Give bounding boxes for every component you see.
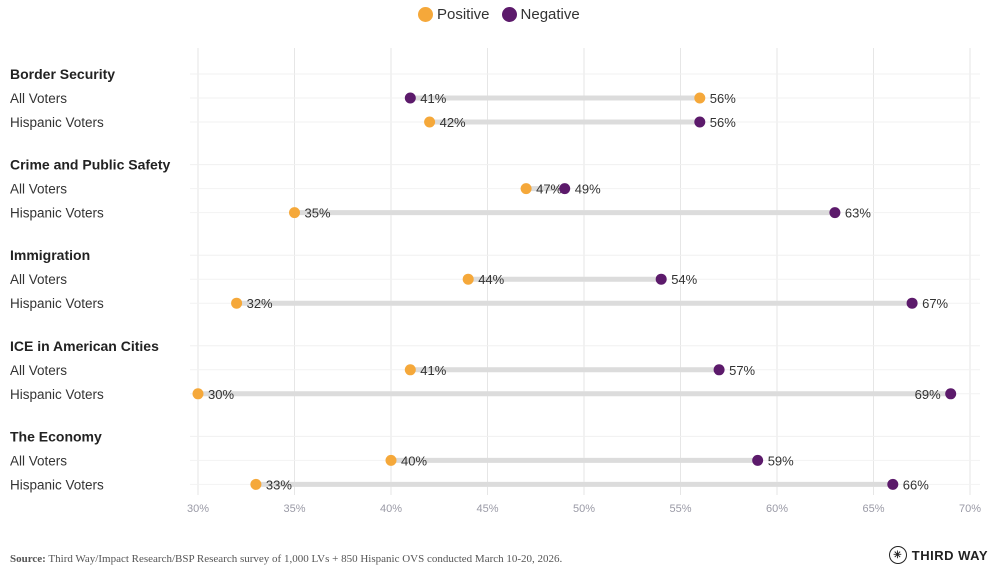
point-positive bbox=[250, 478, 262, 490]
row-label: Hispanic Voters bbox=[10, 296, 104, 311]
point-negative bbox=[559, 183, 571, 195]
point-negative bbox=[404, 92, 416, 104]
value-label-positive: 56% bbox=[710, 91, 736, 106]
x-tick-label: 65% bbox=[862, 503, 884, 515]
value-label-positive: 42% bbox=[440, 115, 466, 130]
value-label-negative: 41% bbox=[420, 91, 446, 106]
row-label: All Voters bbox=[10, 91, 67, 106]
value-label-negative: 57% bbox=[729, 363, 755, 378]
value-label-positive: 40% bbox=[401, 453, 427, 468]
value-label-negative: 54% bbox=[671, 272, 697, 287]
legend-swatch-negative bbox=[501, 7, 517, 22]
source-text: Third Way/Impact Research/BSP Research s… bbox=[48, 553, 563, 565]
chart-legend: Positive Negative bbox=[418, 6, 586, 23]
point-negative bbox=[655, 273, 667, 285]
value-label-positive: 47% bbox=[536, 182, 562, 197]
group-title: Immigration bbox=[10, 247, 90, 263]
value-label-negative: 67% bbox=[922, 296, 948, 311]
value-label-positive: 41% bbox=[420, 363, 446, 378]
row-label: All Voters bbox=[10, 363, 67, 378]
legend-label-negative: Negative bbox=[520, 6, 580, 23]
legend-swatch-positive bbox=[418, 7, 433, 22]
legend-item-positive: Positive bbox=[418, 6, 490, 23]
point-negative bbox=[829, 207, 841, 219]
legend-label-positive: Positive bbox=[437, 6, 490, 23]
value-label-positive: 35% bbox=[305, 206, 331, 221]
value-label-positive: 33% bbox=[266, 477, 292, 492]
x-tick-label: 30% bbox=[187, 503, 209, 515]
x-tick-label: 60% bbox=[766, 503, 788, 515]
point-positive bbox=[462, 273, 474, 285]
value-label-positive: 30% bbox=[208, 387, 234, 402]
point-negative bbox=[713, 364, 725, 376]
point-positive bbox=[289, 207, 300, 219]
value-label-negative: 59% bbox=[768, 453, 794, 468]
point-negative bbox=[945, 388, 957, 400]
value-label-negative: 66% bbox=[903, 477, 929, 492]
brand-logo: ✳ THIRD WAY bbox=[888, 546, 988, 564]
compass-icon: ✳ bbox=[888, 546, 907, 564]
row-label: Hispanic Voters bbox=[10, 206, 104, 221]
point-positive bbox=[192, 388, 204, 400]
x-tick-label: 35% bbox=[283, 503, 305, 515]
row-label: Hispanic Voters bbox=[10, 115, 104, 130]
point-positive bbox=[385, 454, 397, 466]
x-tick-label: 50% bbox=[573, 503, 595, 515]
x-tick-label: 55% bbox=[669, 503, 691, 515]
value-label-negative: 56% bbox=[710, 115, 736, 130]
x-tick-label: 45% bbox=[476, 503, 498, 515]
point-negative bbox=[887, 478, 899, 490]
value-label-negative: 69% bbox=[915, 387, 941, 402]
source-prefix: Source: bbox=[10, 553, 46, 565]
x-tick-label: 70% bbox=[959, 503, 981, 515]
point-positive bbox=[404, 364, 416, 376]
source-note: Source: Third Way/Impact Research/BSP Re… bbox=[10, 553, 562, 565]
group-title: Crime and Public Safety bbox=[10, 157, 170, 173]
row-label: Hispanic Voters bbox=[10, 477, 104, 492]
point-negative bbox=[906, 297, 918, 309]
row-label: All Voters bbox=[10, 272, 67, 287]
row-label: All Voters bbox=[10, 453, 67, 468]
row-label: All Voters bbox=[10, 182, 67, 197]
group-title: ICE in American Cities bbox=[10, 338, 159, 354]
group-title: Border Security bbox=[10, 66, 115, 82]
value-label-positive: 44% bbox=[478, 272, 504, 287]
point-positive bbox=[694, 92, 706, 104]
legend-item-negative: Negative bbox=[501, 6, 580, 23]
point-positive bbox=[424, 116, 436, 128]
value-label-positive: 32% bbox=[247, 296, 273, 311]
point-positive bbox=[231, 297, 243, 309]
x-tick-label: 40% bbox=[380, 503, 402, 515]
point-negative bbox=[694, 116, 706, 128]
point-negative bbox=[752, 454, 764, 466]
point-positive bbox=[520, 183, 532, 195]
value-label-negative: 49% bbox=[575, 182, 601, 197]
value-label-negative: 63% bbox=[845, 206, 871, 221]
group-title: The Economy bbox=[10, 428, 102, 444]
brand-name: THIRD WAY bbox=[911, 547, 988, 563]
row-label: Hispanic Voters bbox=[10, 387, 104, 402]
